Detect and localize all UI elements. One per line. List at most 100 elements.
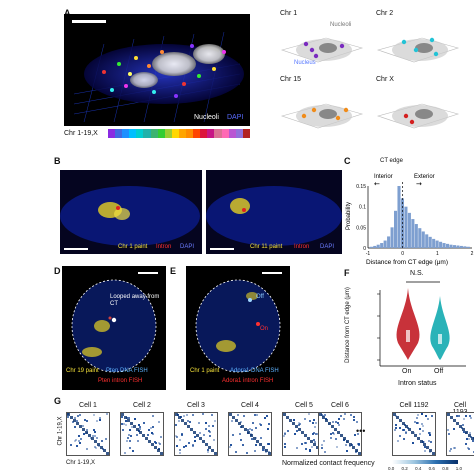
f-off-label: Off — [434, 368, 444, 375]
on-annotation: On — [260, 326, 269, 332]
b-left-dapi-label: DAPI — [180, 244, 195, 250]
interior-arrow-icon: ← — [374, 180, 380, 188]
b-right-scale-bar — [210, 248, 234, 250]
heatmap-title: Cell 1 — [79, 402, 97, 409]
y-tick-label: 0.05 — [356, 225, 366, 231]
histogram-bar — [411, 219, 415, 248]
colorbar-tick-label: 0.6 — [428, 466, 435, 471]
panel-d-label: D — [54, 266, 61, 276]
g-ylabel: Chr 1-19,X — [57, 416, 64, 446]
chr1-3d-plot: Chr 1 Nucleoli Nucleus — [276, 10, 368, 74]
heatmap-title: Cell 5 — [295, 402, 313, 409]
histogram-bar — [421, 231, 425, 248]
e-intron-fish-label: Adora1 intron FISH — [222, 378, 274, 384]
chr15-3d-plot: Chr 15 — [276, 76, 368, 140]
violin-svg — [377, 281, 466, 367]
interior-label: Interior — [374, 174, 393, 180]
histogram-bar — [373, 245, 377, 248]
histogram-bar — [466, 246, 470, 248]
x-tick-label: -1 — [366, 251, 371, 257]
chr2-plot-svg — [376, 37, 460, 63]
chr15-plot-svg — [280, 103, 364, 129]
colorbar-tick-label: 0.0 — [388, 466, 395, 471]
contact-heatmap — [392, 412, 436, 456]
b-left-intron-label: Intron — [156, 244, 172, 250]
distance-histogram: 00.050.10.15 -1 0 1 2 Interior Exterior ← →… — [346, 174, 474, 266]
histogram-bar — [383, 240, 387, 248]
d-intron-fish-label: Pten intron FISH — [98, 378, 143, 384]
contact-heatmap — [318, 412, 362, 456]
panel-g-label: G — [54, 396, 62, 406]
e-dna-fish-label: Adora1 DNA FISH — [230, 368, 279, 374]
b-right-paint-label: Chr 11 paint — [250, 244, 283, 250]
histogram-bar — [459, 245, 463, 248]
histogram-bar — [407, 212, 411, 248]
chr2-3d-plot: Chr 2 — [372, 10, 468, 74]
contact-heatmap — [228, 412, 272, 456]
y-axis-label: Probability — [346, 202, 352, 230]
histogram-bar — [439, 241, 443, 248]
histogram-bar — [452, 245, 456, 248]
g-xlabel: Chr 1-19,X — [66, 460, 96, 466]
histogram-bar — [369, 246, 373, 248]
panel-a-render — [64, 14, 250, 126]
e-paint-label: Chr 1 paint — [190, 368, 220, 374]
chr2-title: Chr 2 — [376, 10, 394, 17]
x-axis-label: Distance from CT edge (μm) — [366, 259, 448, 266]
panel-d-image: Looped away from CT Chr 19 paint Pten DN… — [62, 266, 166, 390]
contact-heatmap — [446, 412, 474, 456]
chr-colorbar-label: Chr 1-19,X — [64, 130, 98, 137]
chr15-title: Chr 15 — [280, 76, 302, 83]
panel-b-label: B — [54, 156, 61, 166]
histogram-bar — [432, 238, 436, 248]
e-scale-bar — [262, 272, 282, 274]
histogram-bar — [442, 243, 446, 248]
chr1-title: Chr 1 — [280, 10, 298, 17]
histogram-bar — [418, 228, 422, 248]
panel-e-label: E — [170, 266, 177, 276]
ellipsis: ••• — [356, 426, 366, 436]
x-tick-label: 0 — [401, 251, 404, 257]
histogram-bar — [397, 186, 401, 248]
chr1-nucleoli-label: Nucleoli — [330, 22, 352, 28]
histogram-bar — [387, 236, 391, 248]
panel-e-image: Off On Chr 1 paint Adora1 DNA FISH Adora… — [186, 266, 290, 390]
histogram-bar — [404, 206, 408, 248]
exterior-label: Exterior — [414, 174, 435, 180]
contact-heatmap — [174, 412, 218, 456]
chr-colorbar — [108, 129, 250, 138]
off-annotation: Off — [256, 294, 264, 300]
heatmap-title: Cell 6 — [331, 402, 349, 409]
histogram-bar — [449, 244, 453, 248]
d-dna-fish-label: Pten DNA FISH — [106, 368, 148, 374]
panel-b-right-render — [206, 170, 342, 254]
histogram-bar — [425, 234, 429, 248]
exterior-arrow-icon: → — [416, 180, 422, 188]
b-left-paint-label: Chr 1 paint — [118, 244, 148, 250]
panel-b-left-render — [60, 170, 202, 254]
contact-heatmap — [66, 412, 110, 456]
colorbar-label: Normalized contact frequency — [282, 460, 375, 467]
chr1-plot-svg — [280, 37, 364, 63]
y-tick-label: 0.1 — [359, 205, 366, 211]
f-on-label: On — [402, 368, 412, 375]
heatmap-title: Cell 2 — [133, 402, 151, 409]
panel-e-render — [186, 266, 290, 390]
panel-d-render — [62, 266, 166, 390]
d-paint-label: Chr 19 paint — [66, 368, 99, 374]
histogram-bar — [376, 244, 380, 248]
chrX-title: Chr X — [376, 76, 394, 83]
histogram-bar — [456, 245, 460, 248]
y-tick-label: 0.15 — [356, 184, 366, 190]
heatmap-title: Cell 1192 — [399, 402, 429, 409]
scale-bar — [72, 20, 106, 23]
histogram-bar — [390, 227, 394, 248]
f-xlabel: Intron status — [398, 380, 437, 387]
chrX-plot-svg — [376, 103, 460, 129]
b-right-dapi-label: DAPI — [320, 244, 335, 250]
ct-edge-label: CT edge — [380, 158, 403, 164]
heatmap-title: Cell 3 — [187, 402, 205, 409]
histogram-bar — [463, 246, 467, 248]
f-ylabel: Distance from CT edge (μm) — [344, 287, 351, 363]
b-right-intron-label: Intron — [294, 244, 310, 250]
